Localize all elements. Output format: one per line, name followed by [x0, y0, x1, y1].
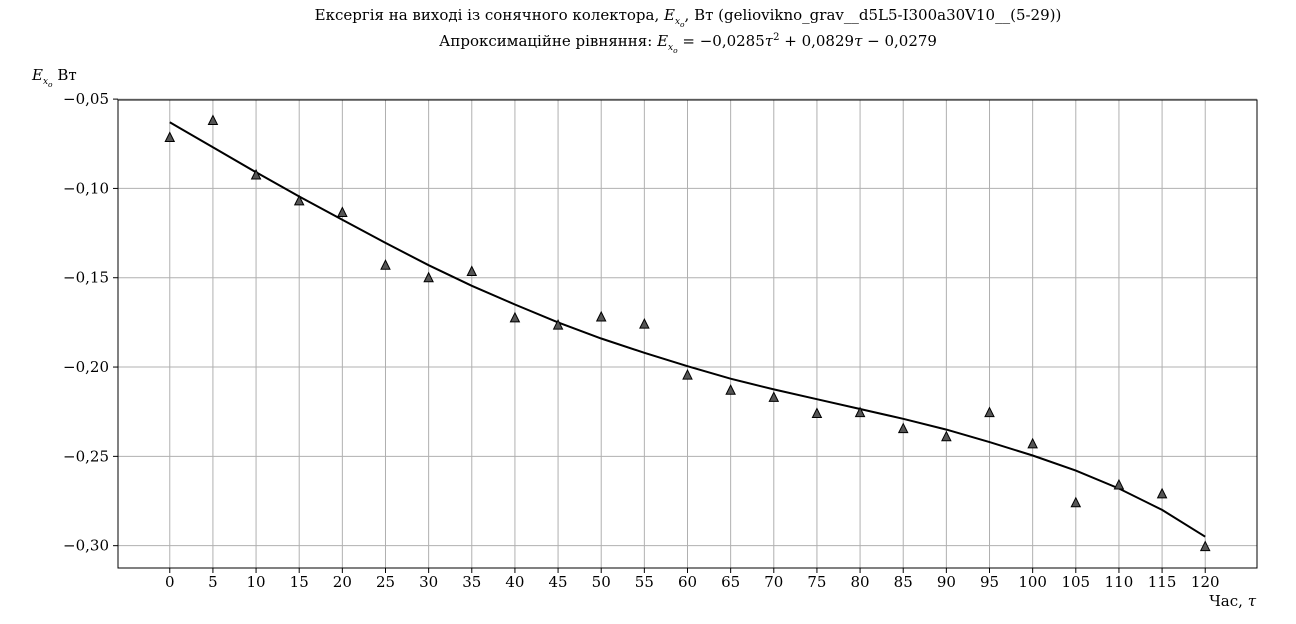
x-tick-label: 95 [980, 573, 999, 591]
data-point [854, 406, 866, 418]
data-point [423, 271, 434, 283]
x-tick-label: 85 [894, 573, 913, 591]
x-tick-label: 35 [462, 573, 481, 591]
data-point [337, 206, 348, 218]
y-axis-ticks: −0,30 −0,25 −0,20 −0,15 −0,10 −0,05 [63, 90, 118, 555]
x-tick-label: 10 [247, 573, 266, 591]
x-tick-label: 65 [721, 573, 740, 591]
data-point [1113, 478, 1125, 490]
data-point [552, 318, 564, 330]
x-tick-label: 15 [290, 573, 309, 591]
x-tick-label: 110 [1105, 573, 1134, 591]
data-point [768, 391, 780, 402]
data-point [1070, 496, 1082, 508]
x-tick-label: 120 [1191, 573, 1220, 591]
x-tick-label: 50 [592, 573, 611, 591]
y-tick-label: −0,15 [63, 269, 109, 287]
data-point [250, 168, 262, 180]
x-tick-label: 0 [165, 573, 175, 591]
x-tick-label: 20 [333, 573, 352, 591]
x-axis-ticks: 0 5 10 15 20 25 30 35 40 45 50 55 60 65 70 75 80 85 90 95 10… [165, 568, 1220, 591]
data-point [941, 430, 952, 442]
x-tick-label: 55 [635, 573, 654, 591]
y-tick-label: −0,05 [63, 90, 109, 108]
data-point [639, 318, 650, 329]
data-points [164, 114, 1211, 552]
x-tick-label: 70 [764, 573, 783, 591]
y-tick-label: −0,30 [63, 537, 109, 555]
x-tick-label: 60 [678, 573, 697, 591]
y-tick-label: −0,25 [63, 447, 109, 465]
data-point [984, 406, 995, 418]
grid [118, 98, 1257, 568]
fit-line [169, 121, 1206, 538]
x-tick-label: 80 [851, 573, 870, 591]
data-point [509, 311, 521, 323]
x-tick-label: 30 [419, 573, 438, 591]
x-tick-label: 100 [1018, 573, 1047, 591]
x-tick-label: 5 [208, 573, 218, 591]
y-axis-label: Exo Вт [32, 66, 77, 89]
data-point [1027, 437, 1038, 449]
chart-subtitle: Апроксимаційне рівняння: Exo = −0,0285τ2… [439, 32, 937, 55]
data-point [164, 131, 176, 143]
data-point [595, 310, 607, 322]
data-point [897, 422, 909, 434]
x-tick-label: 45 [549, 573, 568, 591]
y-tick-label: −0,20 [63, 358, 109, 376]
x-tick-label: 105 [1061, 573, 1090, 591]
x-tick-label: 115 [1148, 573, 1177, 591]
data-point [207, 114, 219, 126]
data-point [1156, 487, 1168, 499]
x-tick-label: 75 [807, 573, 826, 591]
data-point [1199, 540, 1211, 552]
data-point [293, 194, 305, 206]
x-axis-label: Час, τ [1209, 592, 1256, 610]
data-point [811, 407, 823, 418]
data-point [725, 384, 736, 395]
data-point [466, 265, 478, 276]
data-point [380, 259, 391, 270]
x-tick-label: 40 [505, 573, 524, 591]
data-point [682, 368, 693, 380]
chart-title: Ексергія на виході із сонячного колектор… [314, 6, 1062, 29]
x-tick-label: 90 [937, 573, 956, 591]
y-tick-label: −0,10 [63, 179, 109, 197]
x-tick-label: 25 [376, 573, 395, 591]
